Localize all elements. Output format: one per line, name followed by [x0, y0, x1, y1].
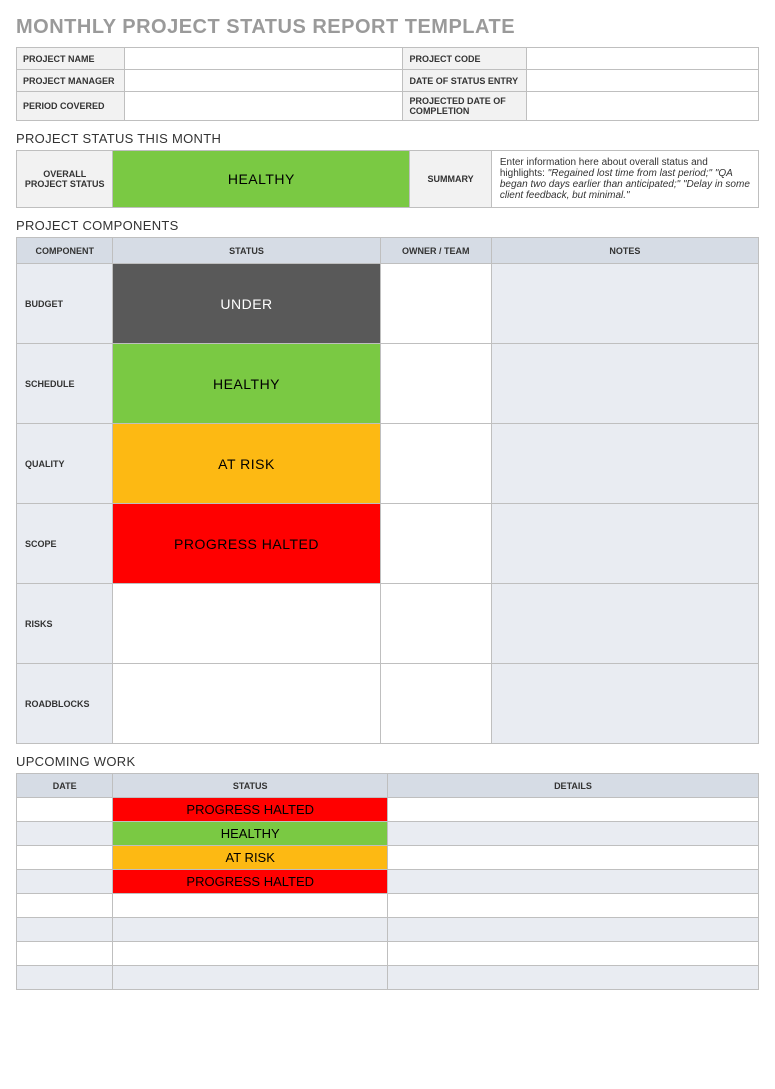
component-row: SCOPEPROGRESS HALTED	[17, 504, 759, 584]
upcoming-date-cell	[17, 870, 113, 894]
component-notes-cell	[491, 264, 758, 344]
upcoming-row: HEALTHY	[17, 822, 759, 846]
component-status-cell: AT RISK	[113, 424, 380, 504]
info-value	[125, 70, 403, 92]
upcoming-status-cell	[113, 918, 388, 942]
upcoming-status-cell: HEALTHY	[113, 822, 388, 846]
info-value	[527, 70, 759, 92]
component-status-cell: PROGRESS HALTED	[113, 504, 380, 584]
upcoming-details-cell	[387, 870, 758, 894]
component-row: RISKS	[17, 584, 759, 664]
upcoming-details-cell	[387, 966, 758, 990]
status-month-table: OVERALL PROJECT STATUS HEALTHY SUMMARY E…	[16, 150, 759, 208]
component-owner-cell	[380, 584, 491, 664]
component-owner-cell	[380, 664, 491, 744]
components-table: COMPONENT STATUS OWNER / TEAM NOTES BUDG…	[16, 237, 759, 744]
component-label: ROADBLOCKS	[17, 664, 113, 744]
component-notes-cell	[491, 344, 758, 424]
overall-status-cell: HEALTHY	[113, 151, 410, 208]
upcoming-row	[17, 918, 759, 942]
component-notes-cell	[491, 504, 758, 584]
component-owner-cell	[380, 264, 491, 344]
upcoming-details-cell	[387, 942, 758, 966]
components-header-notes: NOTES	[491, 238, 758, 264]
upcoming-row: PROGRESS HALTED	[17, 870, 759, 894]
info-value	[125, 92, 403, 121]
component-row: QUALITYAT RISK	[17, 424, 759, 504]
upcoming-row	[17, 942, 759, 966]
components-header-component: COMPONENT	[17, 238, 113, 264]
info-value	[527, 92, 759, 121]
info-value	[527, 48, 759, 70]
summary-text: Enter information here about overall sta…	[491, 151, 758, 208]
upcoming-date-cell	[17, 942, 113, 966]
upcoming-header-date: DATE	[17, 774, 113, 798]
upcoming-header-status: STATUS	[113, 774, 388, 798]
upcoming-status-cell	[113, 942, 388, 966]
summary-label: SUMMARY	[410, 151, 492, 208]
upcoming-status-cell	[113, 894, 388, 918]
component-label: RISKS	[17, 584, 113, 664]
page-title: MONTHLY PROJECT STATUS REPORT TEMPLATE	[16, 16, 759, 39]
upcoming-details-cell	[387, 846, 758, 870]
upcoming-status-cell: PROGRESS HALTED	[113, 870, 388, 894]
component-owner-cell	[380, 344, 491, 424]
project-info-table: PROJECT NAME PROJECT CODE PROJECT MANAGER D…	[16, 47, 759, 121]
components-header-owner: OWNER / TEAM	[380, 238, 491, 264]
component-label: SCHEDULE	[17, 344, 113, 424]
upcoming-row	[17, 894, 759, 918]
component-row: SCHEDULEHEALTHY	[17, 344, 759, 424]
component-row: ROADBLOCKS	[17, 664, 759, 744]
component-status-cell: HEALTHY	[113, 344, 380, 424]
upcoming-table: DATE STATUS DETAILS PROGRESS HALTEDHEALT…	[16, 773, 759, 990]
component-label: BUDGET	[17, 264, 113, 344]
upcoming-row	[17, 966, 759, 990]
component-owner-cell	[380, 424, 491, 504]
upcoming-row: AT RISK	[17, 846, 759, 870]
components-header-status: STATUS	[113, 238, 380, 264]
upcoming-date-cell	[17, 798, 113, 822]
upcoming-date-cell	[17, 918, 113, 942]
component-label: SCOPE	[17, 504, 113, 584]
info-label: PROJECT MANAGER	[17, 70, 125, 92]
upcoming-details-cell	[387, 918, 758, 942]
component-status-cell: UNDER	[113, 264, 380, 344]
component-status-cell	[113, 584, 380, 664]
upcoming-date-cell	[17, 966, 113, 990]
component-label: QUALITY	[17, 424, 113, 504]
component-notes-cell	[491, 424, 758, 504]
component-owner-cell	[380, 504, 491, 584]
info-label: DATE OF STATUS ENTRY	[403, 70, 527, 92]
info-value	[125, 48, 403, 70]
component-notes-cell	[491, 664, 758, 744]
section-title-upcoming: UPCOMING WORK	[16, 754, 759, 769]
upcoming-date-cell	[17, 846, 113, 870]
info-label: PERIOD COVERED	[17, 92, 125, 121]
overall-status-label: OVERALL PROJECT STATUS	[17, 151, 113, 208]
info-label: PROJECT NAME	[17, 48, 125, 70]
upcoming-row: PROGRESS HALTED	[17, 798, 759, 822]
info-label: PROJECTED DATE OF COMPLETION	[403, 92, 527, 121]
upcoming-date-cell	[17, 822, 113, 846]
component-notes-cell	[491, 584, 758, 664]
upcoming-status-cell	[113, 966, 388, 990]
component-row: BUDGETUNDER	[17, 264, 759, 344]
upcoming-status-cell: PROGRESS HALTED	[113, 798, 388, 822]
upcoming-date-cell	[17, 894, 113, 918]
component-status-cell	[113, 664, 380, 744]
upcoming-header-details: DETAILS	[387, 774, 758, 798]
upcoming-status-cell: AT RISK	[113, 846, 388, 870]
info-label: PROJECT CODE	[403, 48, 527, 70]
section-title-status-month: PROJECT STATUS THIS MONTH	[16, 131, 759, 146]
section-title-components: PROJECT COMPONENTS	[16, 218, 759, 233]
upcoming-details-cell	[387, 894, 758, 918]
upcoming-details-cell	[387, 798, 758, 822]
upcoming-details-cell	[387, 822, 758, 846]
